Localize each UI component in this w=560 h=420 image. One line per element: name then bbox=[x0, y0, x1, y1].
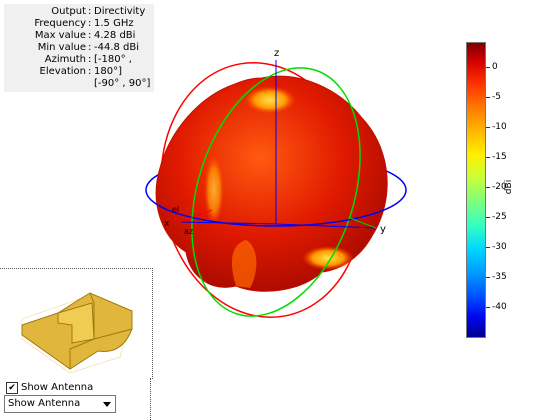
colorbar-tick bbox=[486, 67, 490, 68]
y-axis-label: y bbox=[380, 224, 386, 235]
info-key: Azimuth bbox=[44, 54, 86, 65]
info-value: 1.5 GHz bbox=[94, 18, 134, 29]
x-axis-label: x bbox=[164, 219, 170, 229]
info-row-max: Max value : 4.28 dBi bbox=[34, 30, 136, 41]
checkbox-label: Show Antenna bbox=[21, 382, 94, 393]
radiation-pattern-plot[interactable]: z y x az el bbox=[0, 0, 460, 420]
antenna-icon[interactable] bbox=[0, 269, 150, 377]
colorbar-tick-label: -5 bbox=[492, 92, 501, 102]
colorbar-tick bbox=[486, 127, 490, 128]
info-value: [-180° , bbox=[94, 54, 132, 65]
colorbar-tick-label: -40 bbox=[492, 302, 507, 312]
colorbar-tick-label: -35 bbox=[492, 272, 507, 282]
colorbar-tick-label: -30 bbox=[492, 242, 507, 252]
colorbar bbox=[466, 42, 486, 338]
colorbar-tick-label: -10 bbox=[492, 122, 507, 132]
y-axis-marker bbox=[349, 217, 377, 229]
colorbar-unit-label: dBi bbox=[504, 179, 515, 195]
pattern-highlight-top bbox=[244, 86, 296, 114]
colorbar-tick-label: 0 bbox=[492, 62, 498, 72]
info-value: 180°] bbox=[94, 66, 122, 77]
dropdown-value: Show Antenna bbox=[8, 398, 81, 409]
info-value: -44.8 dBi bbox=[94, 42, 140, 53]
antenna-display-dropdown[interactable]: Show Antenna bbox=[4, 395, 116, 413]
el-label: el bbox=[172, 205, 179, 214]
x-axis-marker bbox=[179, 209, 213, 223]
chevron-down-icon[interactable] bbox=[101, 397, 113, 411]
info-row-min: Min value : -44.8 dBi bbox=[37, 42, 140, 53]
info-row-azimuth: Azimuth : [-180° , bbox=[44, 54, 132, 65]
info-key: Elevation bbox=[39, 66, 86, 77]
az-label: az bbox=[184, 227, 193, 236]
x-axis bbox=[179, 221, 277, 225]
antenna-preview-panel bbox=[0, 268, 153, 379]
elevation-circle-green bbox=[191, 67, 361, 317]
info-key: Max value bbox=[34, 30, 86, 41]
colorbar-tick-label: -15 bbox=[492, 152, 507, 162]
azimuth-circle-front bbox=[145, 189, 407, 227]
pattern-surface bbox=[155, 75, 388, 292]
colorbar-tick bbox=[486, 187, 490, 188]
info-row-extra: [-90° , 90°] bbox=[4, 78, 154, 90]
colorbar-tick-label: -20 bbox=[492, 182, 507, 192]
pattern-lobe-bottom bbox=[231, 240, 257, 288]
info-row-frequency: Frequency : 1.5 GHz bbox=[34, 18, 134, 29]
info-row-elevation: Elevation : 180°] bbox=[39, 66, 122, 77]
colorbar-tick-label: -25 bbox=[492, 212, 507, 222]
z-axis-label: z bbox=[274, 48, 279, 59]
y-axis bbox=[275, 223, 377, 229]
colorbar-tick bbox=[486, 157, 490, 158]
info-value: 4.28 dBi bbox=[94, 30, 136, 41]
colorbar-tick bbox=[486, 97, 490, 98]
show-antenna-checkbox[interactable]: ✔ Show Antenna bbox=[6, 382, 93, 394]
colorbar-tick bbox=[486, 217, 490, 218]
info-value: [-90° , 90°] bbox=[94, 78, 151, 89]
pattern-highlight-left bbox=[204, 154, 224, 226]
colorbar-tick bbox=[486, 247, 490, 248]
colorbar-tick bbox=[486, 307, 490, 308]
info-key: Output bbox=[51, 6, 86, 17]
info-key: Frequency bbox=[34, 18, 86, 29]
colorbar-tick bbox=[486, 277, 490, 278]
checkbox-box[interactable]: ✔ bbox=[6, 382, 18, 394]
info-row-output: Output : Directivity bbox=[51, 6, 146, 17]
info-value: Directivity bbox=[94, 6, 146, 17]
info-panel: Output : Directivity Frequency : 1.5 GHz… bbox=[4, 4, 154, 92]
panel-divider bbox=[150, 378, 152, 420]
pattern-highlight-bottom-right bbox=[302, 246, 354, 270]
info-key: Min value bbox=[37, 42, 86, 53]
